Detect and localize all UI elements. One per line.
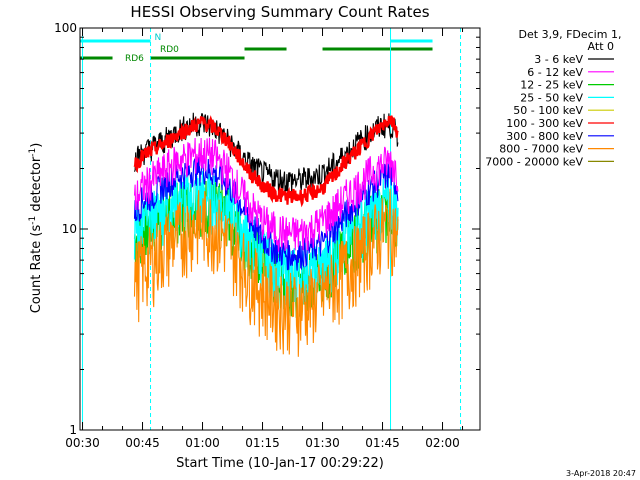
flag-label: RD6 <box>125 54 144 64</box>
flag-bar-n: N <box>80 33 433 43</box>
x-axis-label: Start Time (10-Jan-17 00:29:22) <box>176 456 384 471</box>
x-axis: 00:30 00:45 01:00 01:15 01:30 01:45 02:00 <box>65 28 464 450</box>
x-tick-label: 00:30 <box>65 436 100 450</box>
legend-label: 6 - 12 keV <box>527 66 583 79</box>
series-layer <box>133 112 399 357</box>
flag-label: RD0 <box>160 45 179 55</box>
x-tick-label: 00:45 <box>125 436 160 450</box>
chart-title: HESSI Observing Summary Count Rates <box>130 3 429 21</box>
x-tick-label: 01:00 <box>185 436 220 450</box>
y-axis-label: Count Rate (s-1 detector-1) <box>28 143 44 314</box>
y-label-sup1: -1 <box>28 216 38 225</box>
x-tick-label: 01:30 <box>305 436 340 450</box>
flag-bars: N RD0 RD6 <box>80 33 433 64</box>
y-label-sup2: -1 <box>28 148 38 157</box>
flag-bar-rd0: RD0 <box>160 45 433 55</box>
y-label-main: Count Rate (s <box>29 225 44 314</box>
series-800-7000keV <box>133 188 399 357</box>
y-tick-label: 10 <box>62 222 77 236</box>
x-tick-label: 01:45 <box>365 436 400 450</box>
x-tick-label: 01:15 <box>245 436 280 450</box>
y-label-end: ) <box>29 143 44 148</box>
series-100-300keV <box>133 115 399 208</box>
y-axis: 1 10 100 <box>54 21 480 437</box>
y-label-mid: detector <box>29 156 44 216</box>
y-tick-label: 100 <box>54 21 77 35</box>
legend-label: 7000 - 20000 keV <box>485 155 583 168</box>
legend-header-1: Det 3,9, FDecim 1, <box>519 28 622 41</box>
flag-label: N <box>155 33 162 43</box>
y-tick-label: 1 <box>69 423 77 437</box>
x-tick-label: 02:00 <box>425 436 460 450</box>
flag-bar-rd6: RD6 <box>80 54 245 64</box>
legend-label: 50 - 100 keV <box>513 104 583 117</box>
generated-timestamp: 3-Apr-2018 20:47 <box>566 469 636 478</box>
legend-label: 3 - 6 keV <box>534 53 583 66</box>
legend-label: 100 - 300 keV <box>506 117 583 130</box>
legend-header-2: Att 0 <box>588 40 614 53</box>
legend-label: 300 - 800 keV <box>506 130 583 143</box>
legend-label: 12 - 25 keV <box>520 79 583 92</box>
legend-label: 25 - 50 keV <box>520 91 583 104</box>
series-6-12keV <box>133 137 399 252</box>
legend-label: 800 - 7000 keV <box>499 143 583 156</box>
